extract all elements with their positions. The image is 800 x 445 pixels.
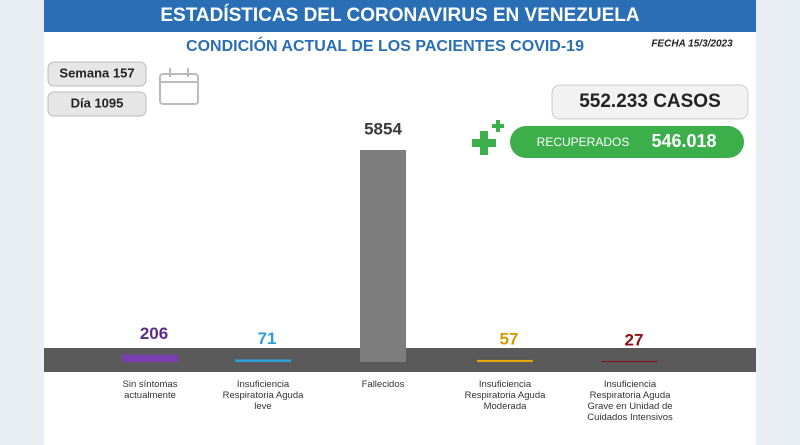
cases: 552.233 CASOS	[579, 91, 721, 112]
recovered-label: RECUPERADOS	[537, 135, 630, 149]
title: ESTADÍSTICAS DEL CORONAVIRUS EN VENEZUEL…	[160, 4, 640, 26]
value-label: 71	[258, 329, 277, 348]
category-label: Fallecidos	[361, 379, 405, 390]
plus-icon	[472, 120, 504, 155]
bar	[602, 361, 658, 362]
recovered-pill	[510, 126, 744, 158]
week-pill	[47, 61, 147, 87]
subtitle: CONDICIÓN ACTUAL DE LOS PACIENTES COVID-…	[186, 36, 584, 55]
category-label: Insuficiencia Respiratoria Aguda Moderad…	[464, 379, 546, 412]
category-label: Insuficiencia Respiratoria Aguda leve	[222, 379, 304, 412]
day: Día 1095	[71, 95, 124, 110]
category-label: Insuficiencia Respiratoria Aguda Grave e…	[587, 379, 673, 423]
value-label: 206	[140, 324, 168, 343]
value-label: 57	[500, 329, 519, 348]
day-pill	[47, 91, 147, 117]
recovered: 546.018	[651, 131, 716, 151]
bar	[235, 359, 291, 362]
value-label: 5854	[364, 119, 402, 138]
category-label: Sin síntomas actualmente	[122, 379, 178, 401]
banner	[44, 0, 756, 32]
calendar-icon	[159, 68, 199, 105]
cases-box	[551, 84, 749, 120]
week: Semana 157	[59, 65, 134, 80]
value-label: 27	[625, 331, 644, 350]
bar	[122, 354, 178, 362]
bar	[360, 150, 406, 362]
date: FECHA 15/3/2023	[651, 39, 733, 50]
bar	[477, 359, 533, 362]
